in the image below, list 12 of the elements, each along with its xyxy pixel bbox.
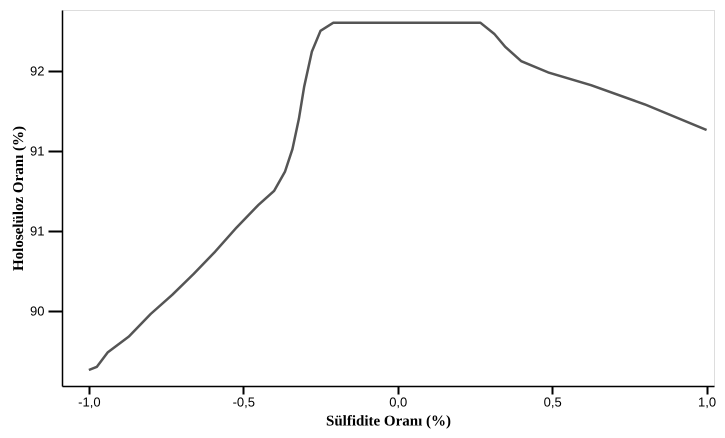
x-tick-label: -1,0 — [78, 394, 101, 410]
x-tick-label: 0,5 — [544, 394, 562, 410]
x-tick-label: -0,5 — [232, 394, 256, 410]
line-series — [88, 22, 708, 372]
x-axis-title: Sülfidite Oranı (%) — [326, 414, 452, 430]
y-tick-label: 90 — [30, 303, 44, 318]
x-tick-label: 0,0 — [389, 394, 408, 410]
y-tick-label: 91 — [30, 223, 44, 238]
y-tick-label: 92 — [30, 63, 44, 78]
x-tick-label: 1,0 — [698, 394, 716, 410]
y-tick-label: 91 — [30, 143, 44, 158]
y-axis-title: Holoselüloz Oranı (%) — [11, 126, 28, 271]
